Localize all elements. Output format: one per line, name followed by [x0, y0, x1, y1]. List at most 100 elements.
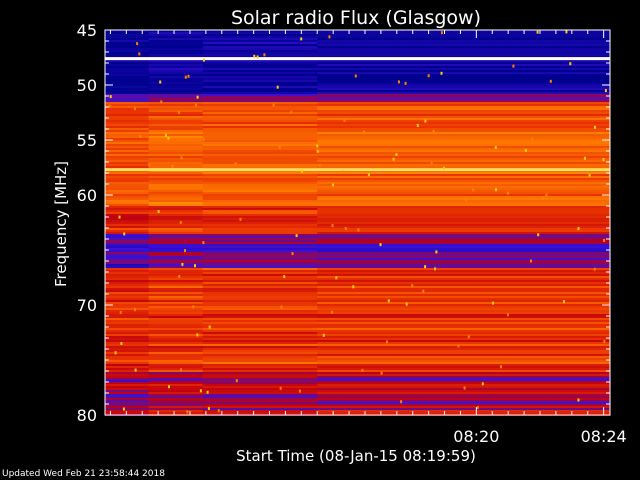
spectrogram-cell: [317, 92, 611, 94]
spectrogram-cell: [202, 190, 318, 192]
spectrogram-cell: [105, 132, 150, 134]
spectrogram-cell: [148, 156, 204, 158]
spectrogram-cell: [105, 216, 150, 218]
spectrogram-cell: [317, 382, 611, 384]
speckle: [108, 104, 111, 108]
spectrogram-cell: [202, 374, 318, 376]
spectrogram-cell: [202, 322, 318, 324]
speckle: [184, 75, 187, 79]
spectrogram-cell: [105, 260, 150, 262]
spectrogram-cell: [317, 326, 611, 328]
speckle: [109, 95, 112, 99]
spectrogram-cell: [148, 44, 204, 46]
spectrogram-cell: [202, 320, 318, 322]
speckle: [263, 53, 266, 57]
spectrogram-cell: [317, 164, 611, 166]
spectrogram-cell: [202, 300, 318, 302]
spectrogram-cell: [317, 132, 611, 134]
spectrogram-cell: [202, 276, 318, 278]
spectrogram-cell: [105, 316, 150, 318]
spectrogram-cell: [148, 94, 204, 96]
spectrogram-cell: [202, 120, 318, 122]
spectrogram-cell: [105, 96, 150, 98]
spectrogram-cell: [105, 190, 150, 192]
spectrogram-cell: [202, 352, 318, 354]
spectrogram-cell: [202, 282, 318, 284]
spectrogram-cell: [148, 384, 204, 386]
spectrogram-cell: [148, 338, 204, 340]
spectrogram-cell: [148, 146, 204, 148]
spectrogram-cell: [105, 74, 150, 76]
spectrogram-cell: [202, 88, 318, 90]
spectrogram-cell: [317, 300, 611, 302]
spectrogram-cell: [148, 268, 204, 270]
spectrogram-cell: [105, 138, 150, 140]
spectrogram-cell: [148, 132, 204, 134]
spectrogram-cell: [202, 194, 318, 196]
spectrogram-cell: [202, 142, 318, 144]
spectrogram-cell: [148, 196, 204, 198]
spectrogram-cell: [148, 258, 204, 260]
speckle: [322, 333, 325, 337]
spectrogram-cell: [105, 252, 150, 254]
spectrogram-cell: [148, 344, 204, 346]
spectrogram-cell: [317, 84, 611, 86]
spectrogram-cell: [202, 238, 318, 240]
spectrogram-cell: [148, 296, 204, 298]
spectrogram-cell: [105, 250, 150, 252]
spectrogram-cell: [317, 304, 611, 306]
spectrogram-cell: [317, 298, 611, 300]
speckle: [494, 145, 497, 149]
spectrogram-cell: [105, 356, 150, 358]
speckle: [465, 198, 468, 202]
speckle: [180, 156, 183, 160]
speckle: [186, 410, 189, 414]
speckle: [120, 342, 123, 345]
spectrogram-cell: [317, 42, 611, 44]
spectrogram-cell: [202, 138, 318, 140]
spectrogram-cell: [317, 126, 611, 128]
spectrogram-cell: [105, 278, 150, 280]
spectrogram-cell: [105, 46, 150, 48]
speckle: [272, 103, 275, 107]
spectrogram-cell: [202, 202, 318, 204]
spectrogram-cell: [148, 368, 204, 370]
spectrogram-cell: [317, 246, 611, 248]
spectrogram-cell: [317, 194, 611, 196]
spectrogram-cell: [148, 382, 204, 384]
spectrogram-cell: [105, 208, 150, 210]
spectrogram-cell: [202, 394, 318, 396]
spectrogram-cell: [105, 392, 150, 394]
spectrogram-cell: [317, 212, 611, 214]
speckle: [354, 74, 357, 78]
spectrogram-cell: [148, 70, 204, 72]
bright-band: [105, 57, 610, 61]
spectrogram-cell: [105, 116, 150, 118]
spectrogram-cell: [105, 172, 150, 174]
spectrogram-cell: [148, 130, 204, 132]
spectrogram-cell: [317, 312, 611, 314]
spectrogram-cell: [105, 188, 150, 190]
speckle: [168, 385, 170, 389]
spectrogram-cell: [202, 198, 318, 200]
spectrogram-cell: [148, 36, 204, 38]
spectrogram-cell: [105, 56, 150, 58]
spectrogram-cell: [105, 298, 150, 300]
speckle: [424, 119, 427, 123]
spectrogram-cell: [317, 238, 611, 240]
spectrogram-cell: [105, 320, 150, 322]
spectrogram-cell: [317, 404, 611, 406]
spectrogram-cell: [105, 156, 150, 158]
spectrogram-cell: [105, 184, 150, 186]
spectrogram-cell: [317, 350, 611, 352]
spectrogram-cell: [202, 302, 318, 304]
spectrogram-cell: [105, 180, 150, 182]
spectrogram-cell: [148, 256, 204, 258]
spectrogram-cell: [148, 252, 204, 254]
spectrogram-cell: [148, 110, 204, 112]
spectrogram-cell: [202, 368, 318, 370]
spectrogram-cell: [105, 102, 150, 104]
spectrogram-cell: [317, 282, 611, 284]
spectrogram-cell: [148, 304, 204, 306]
spectrogram-cell: [317, 302, 611, 304]
